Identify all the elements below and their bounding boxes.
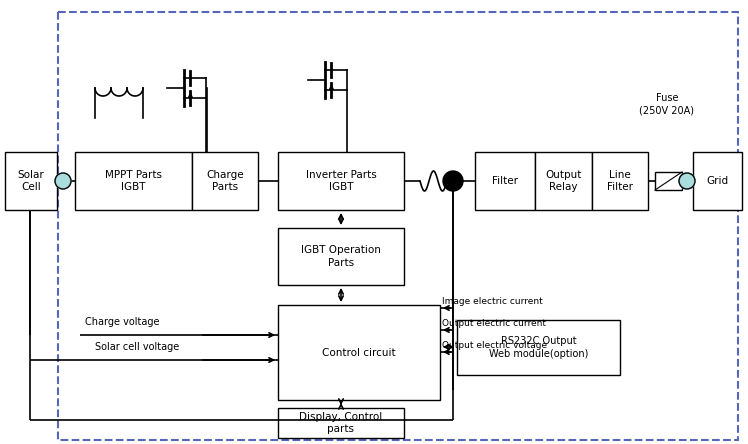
Text: RS232C Output
Web module(option): RS232C Output Web module(option): [488, 336, 588, 359]
Text: Fuse
(250V 20A): Fuse (250V 20A): [640, 93, 694, 115]
Bar: [5, 152, 57, 210]
Text: Control circuit: Control circuit: [322, 348, 396, 357]
Text: Line
Filter: Line Filter: [607, 170, 633, 192]
Text: Output
Relay: Output Relay: [545, 170, 582, 192]
Bar: [475, 152, 535, 210]
Text: MPPT Parts
IGBT: MPPT Parts IGBT: [105, 170, 162, 192]
Text: Grid: Grid: [706, 176, 729, 186]
Text: Image electric current: Image electric current: [442, 297, 543, 306]
Bar: [655, 172, 682, 190]
Text: Charge
Parts: Charge Parts: [206, 170, 244, 192]
Circle shape: [679, 173, 695, 189]
Text: Filter: Filter: [492, 176, 518, 186]
Text: Charge voltage: Charge voltage: [85, 317, 159, 327]
Text: Solar cell voltage: Solar cell voltage: [95, 342, 180, 352]
Text: Display, Control
parts: Display, Control parts: [299, 412, 383, 434]
Bar: [278, 305, 440, 400]
Bar: [592, 152, 648, 210]
Text: IGBT Operation
Parts: IGBT Operation Parts: [301, 245, 381, 268]
Bar: [75, 152, 192, 210]
Bar: [535, 152, 592, 210]
Bar: [192, 152, 258, 210]
Circle shape: [55, 173, 71, 189]
Bar: [278, 408, 404, 438]
Bar: [693, 152, 742, 210]
Text: Output electric voltage: Output electric voltage: [442, 341, 547, 350]
Bar: [278, 228, 404, 285]
Text: Inverter Parts
IGBT: Inverter Parts IGBT: [306, 170, 376, 192]
Text: Solar
Cell: Solar Cell: [18, 170, 44, 192]
Bar: [457, 320, 620, 375]
Circle shape: [443, 171, 463, 191]
Text: Output electric current: Output electric current: [442, 319, 546, 328]
Bar: [278, 152, 404, 210]
